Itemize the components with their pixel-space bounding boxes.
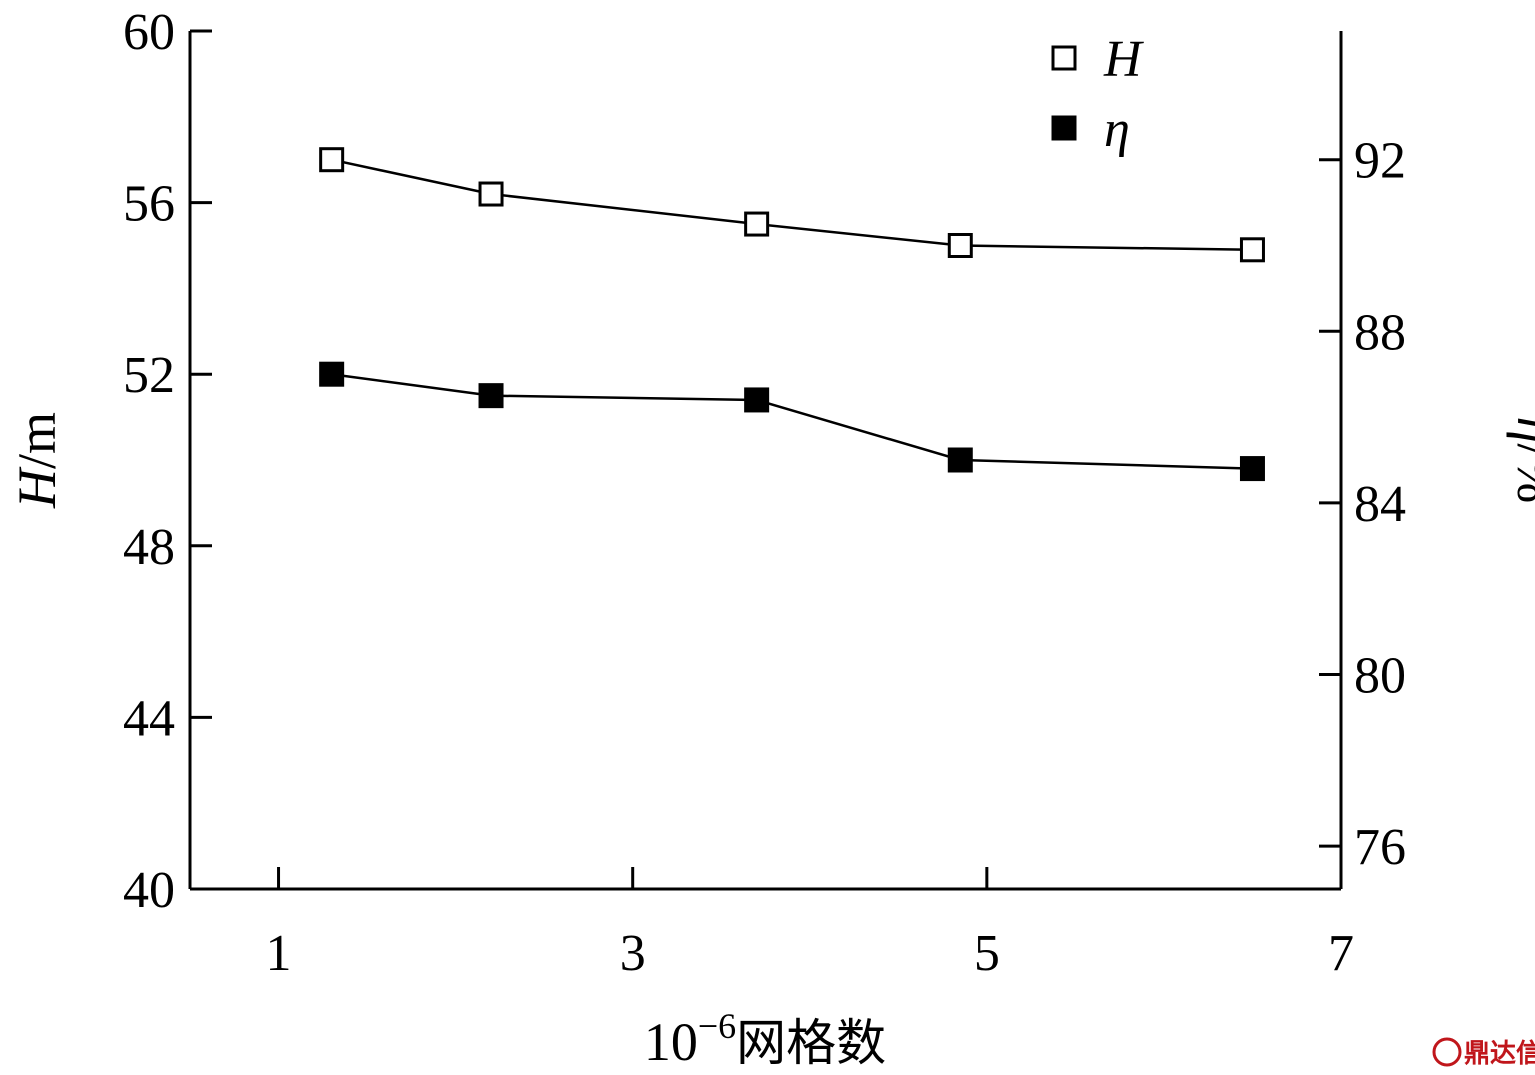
legend-filled-square-marker [1051, 115, 1077, 141]
series-h-point [478, 181, 504, 207]
series-h-point [1239, 237, 1265, 263]
series-eta [319, 361, 1265, 482]
right-y-tick-label: 92 [1354, 133, 1406, 190]
left-y-axis-title-unit: /m [7, 412, 67, 469]
x-tick-label: 5 [974, 925, 1000, 982]
right-y-axis-ticks: 76 80 84 88 92 [1319, 133, 1406, 876]
x-axis-ticks: 1 3 5 7 [266, 867, 1354, 982]
axes-frame [188, 31, 1343, 891]
right-y-tick-label: 88 [1354, 304, 1406, 361]
left-y-tick-label: 52 [123, 347, 175, 404]
right-y-tick-label: 76 [1354, 819, 1406, 876]
right-y-axis-title-var: η [1506, 417, 1535, 444]
left-y-axis-title-var: H [7, 466, 67, 509]
right-y-tick-label: 84 [1354, 476, 1406, 533]
left-y-tick-label: 48 [123, 519, 175, 576]
x-axis-title-base: 10 [644, 1012, 698, 1072]
series-h-point [319, 147, 345, 173]
x-tick-label: 7 [1328, 925, 1354, 982]
legend-open-square-marker [1051, 45, 1077, 71]
series-h-line [331, 158, 1253, 252]
right-y-axis-title-unit: /% [1506, 443, 1535, 503]
series-h-point [947, 233, 973, 258]
left-y-tick-label: 56 [123, 176, 175, 233]
x-axis-title-text: 网格数 [736, 1014, 886, 1072]
series-eta-point [947, 447, 973, 473]
series-h-point [744, 211, 770, 237]
series-h [319, 147, 1265, 263]
watermark-logo-icon [1432, 1037, 1462, 1067]
left-y-tick-label: 44 [123, 690, 175, 747]
series-eta-point [1239, 456, 1265, 482]
left-y-axis-ticks: 40 44 48 52 56 60 [123, 4, 212, 919]
right-y-tick-label: 80 [1354, 648, 1406, 705]
legend-entry-h: H [1051, 31, 1144, 88]
x-axis-title-exponent: −6 [698, 1006, 736, 1046]
series-eta-point [478, 383, 504, 409]
left-y-tick-label: 60 [123, 4, 175, 61]
watermark-text: 鼎达信 [1464, 1039, 1535, 1069]
legend: H η [1051, 31, 1144, 158]
legend-entry-eta: η [1051, 101, 1130, 158]
series-eta-line [331, 372, 1253, 470]
legend-label-h: H [1103, 31, 1144, 88]
watermark: 鼎达信 [1432, 1037, 1535, 1069]
series-eta-point [319, 361, 345, 387]
series-layer [319, 147, 1265, 482]
x-tick-label: 3 [620, 925, 646, 982]
series-eta-point [744, 387, 770, 413]
left-y-axis-title: H/m [7, 412, 67, 509]
x-axis-title: 10−6网格数 [644, 1006, 886, 1072]
legend-label-eta: η [1104, 101, 1130, 158]
right-y-axis-title: η/% [1506, 417, 1535, 504]
left-y-tick-label: 40 [123, 862, 175, 919]
x-tick-label: 1 [266, 925, 292, 982]
